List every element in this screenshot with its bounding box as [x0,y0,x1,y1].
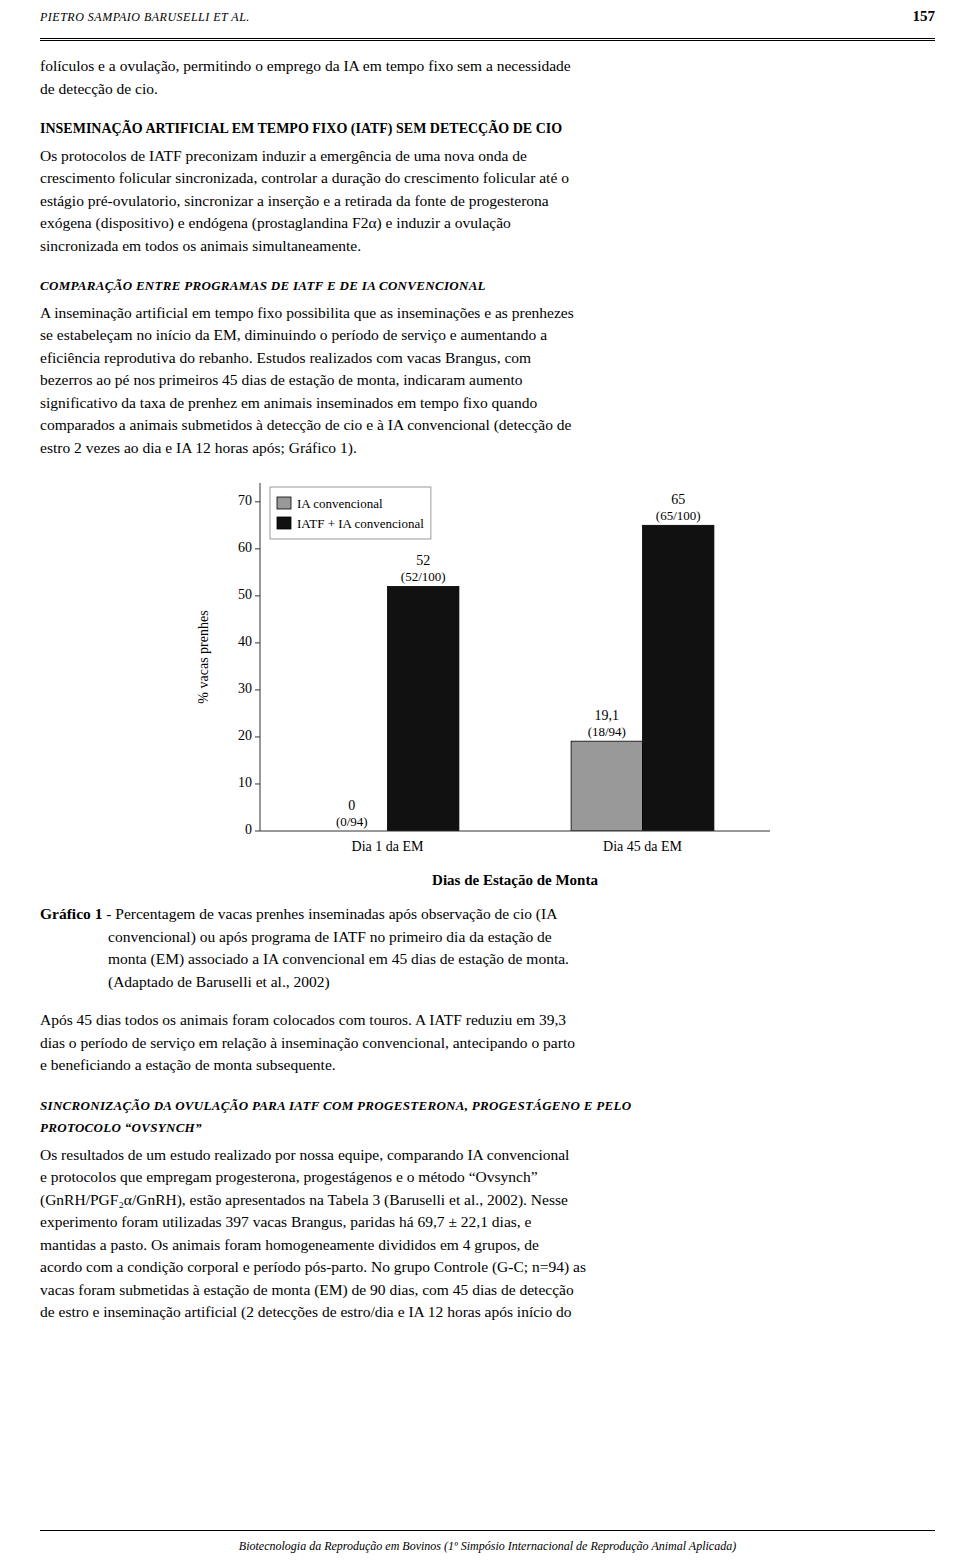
text-line: de estro e inseminação artificial (2 det… [40,1301,935,1324]
text-line: e protocolos que empregam progesterona, … [40,1166,935,1189]
data-label: 0 [348,798,355,813]
x-tick-label: Dia 45 da EM [603,839,682,854]
text-line: acordo com a condição corporal e período… [40,1256,935,1279]
section-heading: SINCRONIZAÇÃO DA OVULAÇÃO PARA IATF COM … [40,1095,935,1140]
text-line: Os protocolos de IATF preconizam induzir… [40,145,935,168]
text-line: PROTOCOLO “OVSYNCH” [40,1117,935,1140]
text-line: estro 2 vezes ao dia e IA 12 horas após;… [40,437,935,460]
data-label: 52 [416,553,430,568]
text-line: comparados a animais submetidos à detecç… [40,414,935,437]
bar [642,525,713,831]
legend: IA convencional IATF + IA convencional [270,487,431,539]
legend-entry: IATF + IA convencional [297,516,424,531]
header-left: PIETRO SAMPAIO BARUSELLI ET AL. [40,10,250,25]
paragraph: Após 45 dias todos os animais foram colo… [40,1009,935,1077]
legend-swatch [277,517,291,529]
caption-line: monta (EM) associado a IA convencional e… [40,948,935,971]
text-line: se estabeleçam no início da EM, diminuin… [40,324,935,347]
bar [571,741,642,831]
text-line: e beneficiando a estação de monta subseq… [40,1054,935,1077]
text-line: folículos e a ovulação, permitindo o emp… [40,55,935,78]
data-label: 19,1 [594,708,619,723]
y-tick-label: 20 [238,728,252,743]
y-tick [255,501,260,502]
text-line: de detecção de cio. [40,78,935,101]
bar-annotation: (0/94) [335,814,367,829]
page-number: 157 [913,8,936,25]
bar [387,586,458,831]
text-line: bezerros ao pé nos primeiros 45 dias de … [40,369,935,392]
y-tick [255,642,260,643]
caption-line: Gráfico 1 - Percentagem de vacas prenhes… [40,903,935,926]
text-line: mantidas a pasto. Os animais foram homog… [40,1234,935,1257]
caption-line: convencional) ou após programa de IATF n… [40,926,935,949]
text-line: estágio pré-ovulatorio, sincronizar a in… [40,190,935,213]
legend-entry: IA convencional [297,496,383,511]
paragraph: folículos e a ovulação, permitindo o emp… [40,55,935,100]
y-tick-label: 60 [238,540,252,555]
bar-annotation: (18/94) [587,724,625,739]
y-tick [255,783,260,784]
text-line: Após 45 dias todos os animais foram colo… [40,1009,935,1032]
legend-box [270,487,431,539]
legend-swatch [277,497,291,509]
y-tick [255,595,260,596]
paragraph: A inseminação artificial em tempo fixo p… [40,302,935,460]
text-line: dias o período de serviço em relação à i… [40,1032,935,1055]
text-line: crescimento folicular sincronizada, cont… [40,167,935,190]
caption-text: - Percentagem de vacas prenhes inseminad… [102,905,557,922]
text-line: (GnRH/PGF₂α/GnRH), estão apresentados na… [40,1189,935,1212]
bar-annotation: (65/100) [655,508,700,523]
y-axis-line [259,483,260,831]
y-tick-label: 40 [238,634,252,649]
text-line: Os resultados de um estudo realizado por… [40,1144,935,1167]
y-tick-label: 30 [238,681,252,696]
paragraph: Os protocolos de IATF preconizam induzir… [40,145,935,258]
text-line: vacas foram submetidas à estação de mont… [40,1279,935,1302]
data-label: 65 [671,492,685,507]
bars [387,525,713,831]
text-line: sincronizada em todos os animais simulta… [40,235,935,258]
y-axis-label: % vacas prenhes [196,610,211,703]
text-line: INSEMINAÇÃO ARTIFICIAL EM TEMPO FIXO (IA… [40,118,935,141]
y-tick [255,736,260,737]
page: PIETRO SAMPAIO BARUSELLI ET AL. 157 folícu… [40,0,935,1324]
text-line: COMPARAÇÃO ENTRE PROGRAMAS DE IATF E DE … [40,275,935,298]
caption-label: Gráfico 1 [40,905,102,922]
text-line: significativo da taxa de prenhez em anim… [40,392,935,415]
bar-annotation: (52/100) [400,569,445,584]
y-tick-label: 50 [238,587,252,602]
footer: Biotecnologia da Reprodução em Bovinos (… [40,1530,935,1554]
y-tick-label: 10 [238,775,252,790]
section-heading: INSEMINAÇÃO ARTIFICIAL EM TEMPO FIXO (IA… [40,118,935,141]
text-line: eficiência reprodutiva do rebanho. Estud… [40,347,935,370]
x-axis-line [260,831,770,832]
text-line: A inseminação artificial em tempo fixo p… [40,302,935,325]
y-tick [255,548,260,549]
bar-chart: 0 10 20 30 40 50 60 70 Dia 1 da EM Dia 45 da EM Di… [188,467,788,897]
text-line: experimento foram utilizadas 397 vacas B… [40,1211,935,1234]
text-line: SINCRONIZAÇÃO DA OVULAÇÃO PARA IATF COM … [40,1095,935,1118]
x-tick-label: Dia 1 da EM [351,839,423,854]
y-tick [255,689,260,690]
text-line: exógena (dispositivo) e endógena (prosta… [40,212,935,235]
page-header: PIETRO SAMPAIO BARUSELLI ET AL. 157 [40,8,935,41]
caption-line: (Adaptado de Baruselli et al., 2002) [40,971,935,994]
x-axis-label: Dias de Estação de Monta [432,872,598,888]
chart-container: 0 10 20 30 40 50 60 70 Dia 1 da EM Dia 45 da EM Di… [40,467,935,897]
figure-caption: Gráfico 1 - Percentagem de vacas prenhes… [40,903,935,993]
y-tick [255,831,260,832]
y-tick-label: 0 [245,822,252,837]
y-tick-label: 70 [238,493,252,508]
paragraph: Os resultados de um estudo realizado por… [40,1144,935,1324]
section-heading: COMPARAÇÃO ENTRE PROGRAMAS DE IATF E DE … [40,275,935,298]
